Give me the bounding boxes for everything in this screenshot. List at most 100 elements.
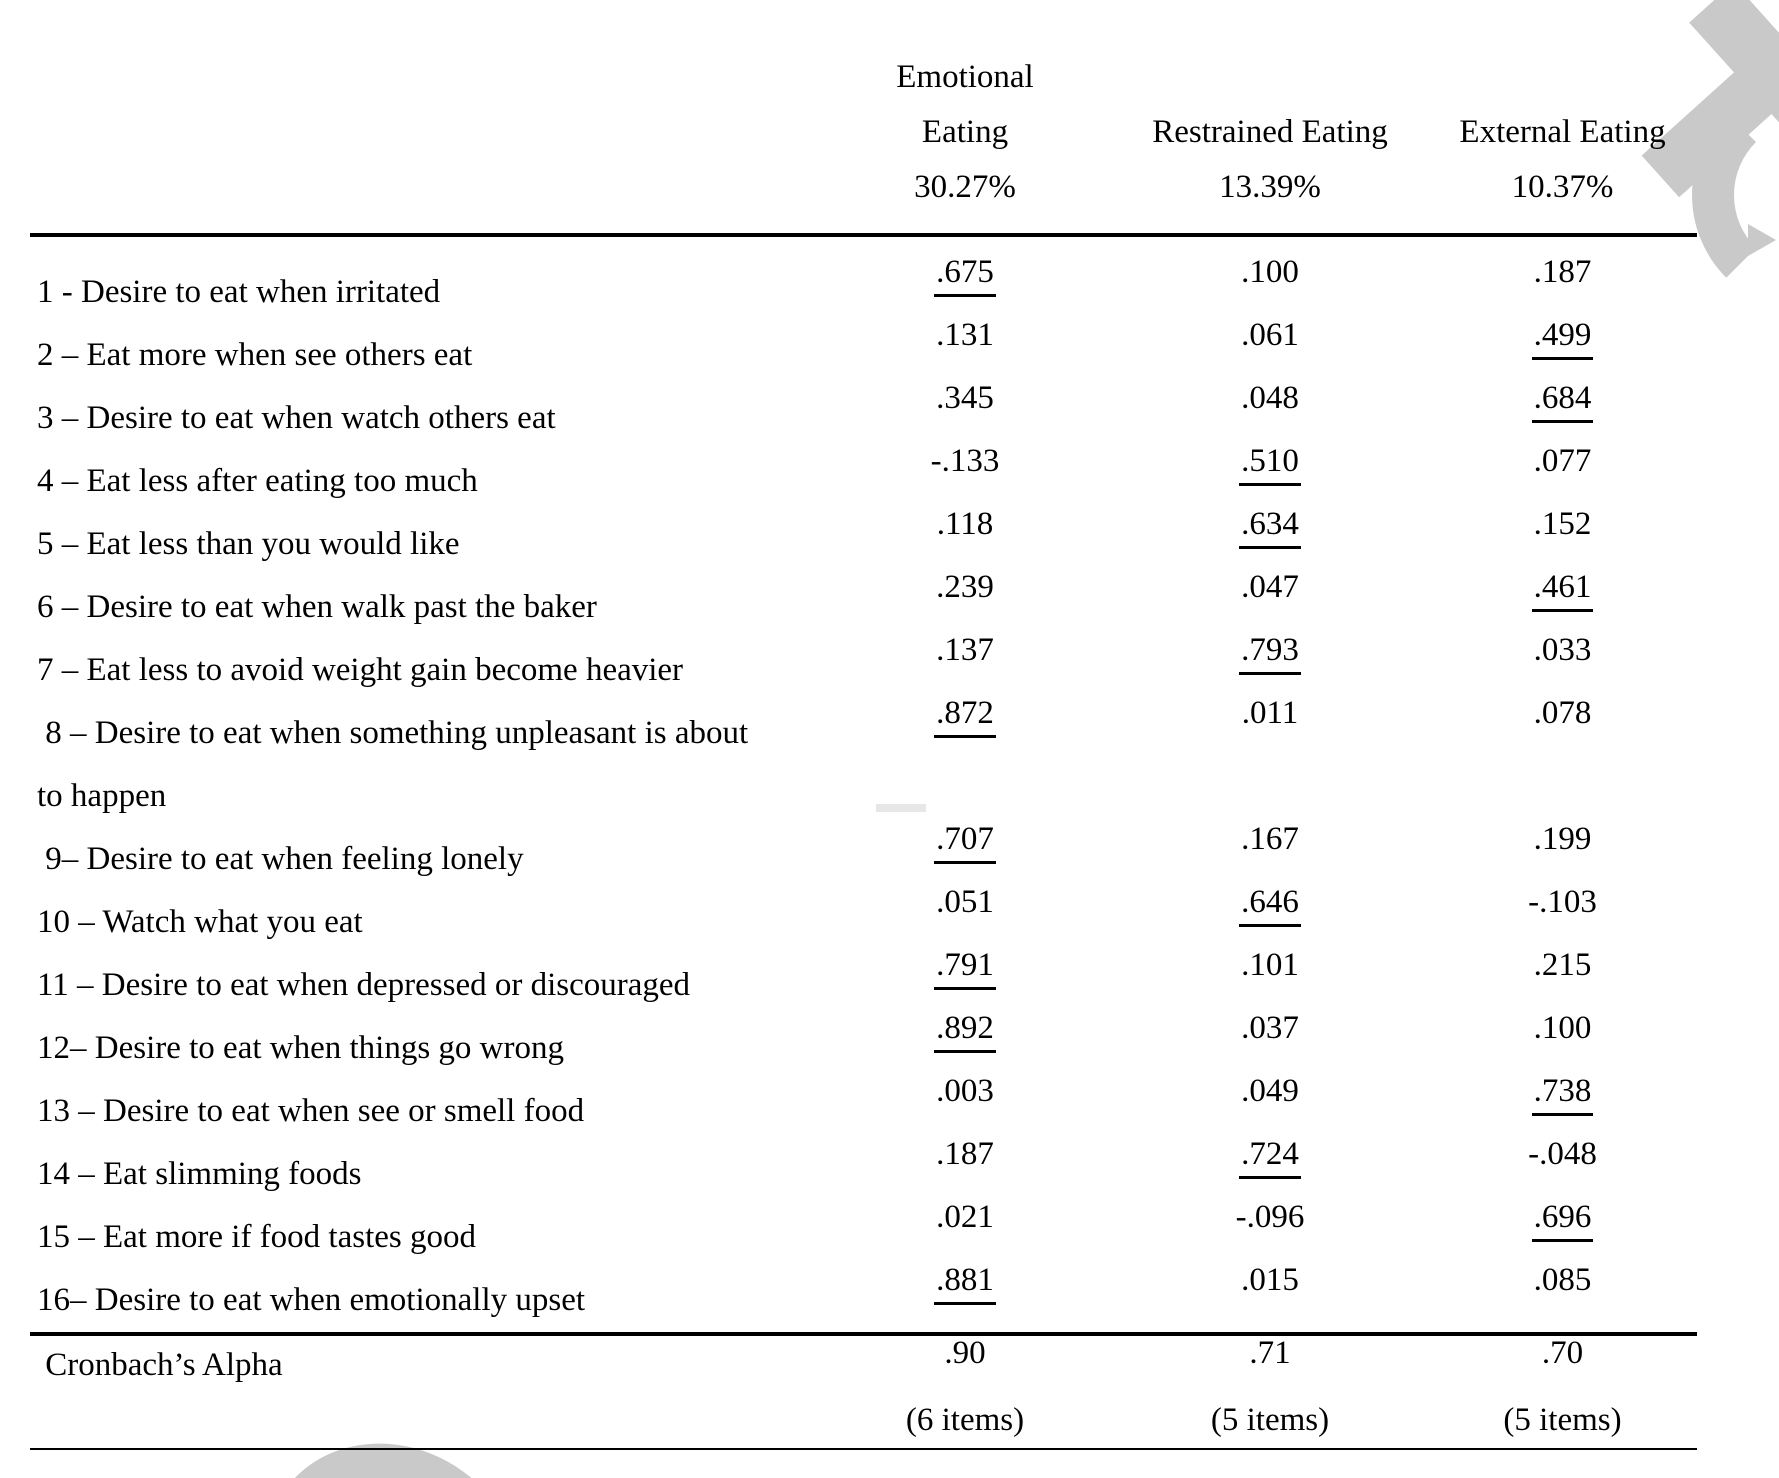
- loading-value-cell: .646: [1115, 884, 1425, 954]
- loading-value-cell: .051: [815, 884, 1115, 954]
- factor2-name: Restrained Eating: [1152, 114, 1388, 150]
- loading-value: .684: [1531, 380, 1594, 423]
- item-label: 13 – Desire to eat when see or smell foo…: [37, 1093, 585, 1129]
- loading-value: .646: [1239, 884, 1301, 927]
- cronbach-alpha-value-text: .71: [1249, 1335, 1291, 1371]
- factor2-variance: 13.39%: [1219, 169, 1321, 205]
- loading-value: .791: [934, 947, 996, 990]
- loading-value: .187: [1533, 254, 1592, 290]
- loading-value: .137: [936, 632, 994, 668]
- cronbach-alpha-row: Cronbach’s Alpha .90 .71 .70: [35, 1335, 1700, 1394]
- loading-value: .037: [1241, 1010, 1299, 1046]
- loading-value: .078: [1533, 695, 1592, 731]
- loading-value: .100: [1533, 1010, 1592, 1046]
- item-label: 3 – Desire to eat when watch others eat: [37, 400, 556, 436]
- loading-value-cell: .137: [815, 632, 1115, 702]
- loading-value: .199: [1533, 821, 1592, 857]
- item-count: (6 items): [905, 1402, 1025, 1438]
- header-spacer: [1425, 50, 1700, 105]
- loading-value-cell: .037: [1115, 1010, 1425, 1080]
- loading-value: .047: [1241, 569, 1299, 605]
- item-label: 12– Desire to eat when things go wrong: [37, 1030, 564, 1066]
- loading-value-cell: .187: [1425, 254, 1700, 324]
- factor1-variance: 30.27%: [914, 169, 1016, 205]
- loading-value: .152: [1533, 506, 1592, 542]
- loading-value: .675: [934, 254, 996, 297]
- loading-value: .510: [1239, 443, 1301, 486]
- loading-value: .696: [1531, 1199, 1594, 1242]
- table-row: 8 – Desire to eat when something unpleas…: [35, 695, 1700, 828]
- loading-value-cell: .048: [1115, 380, 1425, 450]
- loading-value: .187: [936, 1136, 994, 1172]
- item-label: 15 – Eat more if food tastes good: [37, 1219, 476, 1255]
- item-counts-row: (6 items) (5 items) (5 items): [35, 1394, 1700, 1448]
- header-spacer: [35, 105, 815, 160]
- item-label: 2 – Eat more when see others eat: [37, 337, 473, 373]
- item-label: 6 – Desire to eat when walk past the bak…: [37, 589, 597, 625]
- table-mid-rule: [30, 1332, 1697, 1336]
- header-spacer: [35, 160, 815, 215]
- loading-value: .724: [1239, 1136, 1301, 1179]
- table-row: 2 – Eat more when see others eat .131 .061…: [35, 317, 1700, 387]
- table-row: 11 – Desire to eat when depressed or dis…: [35, 947, 1700, 1017]
- loading-value-cell: .345: [815, 380, 1115, 450]
- cronbach-alpha-value-text: .70: [1541, 1335, 1584, 1371]
- loading-value-cell: .100: [1425, 1010, 1700, 1080]
- item-label: 7 – Eat less to avoid weight gain become…: [37, 652, 684, 688]
- loading-value-cell: .100: [1115, 254, 1425, 324]
- item-label: 4 – Eat less after eating too much: [37, 463, 478, 499]
- loading-value: .011: [1241, 695, 1299, 731]
- loading-value: -.096: [1235, 1199, 1305, 1235]
- loading-value-cell: .239: [815, 569, 1115, 639]
- table-bottom-rule: [30, 1448, 1697, 1450]
- loading-value-cell: .199: [1425, 821, 1700, 891]
- loading-value: -.048: [1528, 1136, 1597, 1172]
- factor1-name-line2: Eating: [921, 114, 1009, 150]
- table-body: 1 - Desire to eat when irritated .675 .100…: [35, 237, 1700, 1332]
- cronbach-alpha-label: Cronbach’s Alpha: [37, 1347, 283, 1383]
- item-label: 14 – Eat slimming foods: [37, 1156, 362, 1192]
- table-row: 3 – Desire to eat when watch others eat.…: [35, 380, 1700, 450]
- factor-loadings-table: Emotional Eating Restrained Eating Exter…: [30, 42, 1700, 1450]
- item-label: 16– Desire to eat when emotionally upset: [37, 1282, 586, 1318]
- item-label: 5 – Eat less than you would like: [37, 526, 460, 562]
- loading-value-cell: .461: [1425, 569, 1700, 639]
- loading-value: .167: [1241, 821, 1299, 857]
- item-label: 11 – Desire to eat when depressed or dis…: [37, 967, 691, 1003]
- loading-value-cell: .215: [1425, 947, 1700, 1017]
- loading-value: .239: [936, 569, 994, 605]
- table-row: 1 - Desire to eat when irritated .675 .100…: [35, 254, 1700, 324]
- loading-value-cell: .724: [1115, 1136, 1425, 1206]
- loading-value-cell: .707: [815, 821, 1115, 891]
- loading-value: .100: [1241, 254, 1299, 290]
- loading-value-cell: .793: [1115, 632, 1425, 702]
- table-row: 4 – Eat less after eating too much -.133.…: [35, 443, 1700, 513]
- loading-value: .101: [1241, 947, 1299, 983]
- loading-value-cell: .011: [1115, 695, 1425, 828]
- loading-value-cell: .077: [1425, 443, 1700, 513]
- loading-value: .892: [934, 1010, 996, 1053]
- item-label: 1 - Desire to eat when irritated: [37, 274, 441, 310]
- loading-value-cell: .021: [815, 1199, 1115, 1269]
- loading-value-cell: .015: [1115, 1262, 1425, 1332]
- loading-value: .707: [934, 821, 996, 864]
- table-top-rule: [30, 233, 1697, 237]
- item-label: 8 – Desire to eat when something unpleas…: [37, 715, 749, 814]
- factor3-variance: 10.37%: [1511, 169, 1614, 205]
- loading-value: .003: [936, 1073, 994, 1109]
- loading-value-cell: .675: [815, 254, 1115, 324]
- loading-value-cell: .510: [1115, 443, 1425, 513]
- table-row: 14 – Eat slimming foods .187 .724 -.048: [35, 1136, 1700, 1206]
- loading-value-cell: .078: [1425, 695, 1700, 828]
- loading-value: .881: [934, 1262, 996, 1305]
- loading-value: -.103: [1528, 884, 1597, 920]
- loading-value-cell: .187: [815, 1136, 1115, 1206]
- loading-value: .015: [1241, 1262, 1299, 1298]
- table-row: 6 – Desire to eat when walk past the bak…: [35, 569, 1700, 639]
- loading-value-cell: .738: [1425, 1073, 1700, 1143]
- loading-value-cell: .684: [1425, 380, 1700, 450]
- loading-value: .118: [936, 506, 994, 542]
- table-row: 9– Desire to eat when feeling lonely .707…: [35, 821, 1700, 891]
- loading-value: .499: [1531, 317, 1594, 360]
- header-spacer: [35, 50, 815, 105]
